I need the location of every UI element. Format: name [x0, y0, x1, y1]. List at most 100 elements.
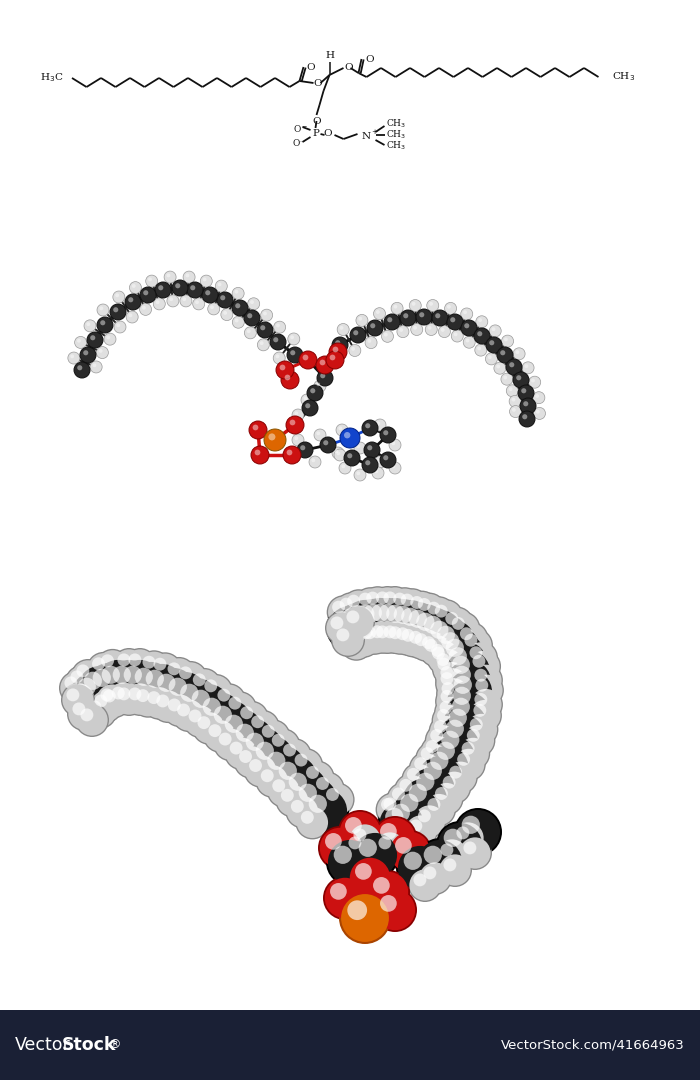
Circle shape: [384, 625, 396, 638]
Circle shape: [373, 816, 417, 860]
Circle shape: [80, 347, 96, 363]
Circle shape: [311, 771, 344, 806]
Circle shape: [219, 708, 263, 753]
Circle shape: [512, 408, 516, 411]
Circle shape: [234, 701, 269, 734]
Circle shape: [426, 642, 461, 675]
Circle shape: [392, 804, 410, 822]
Circle shape: [370, 323, 375, 328]
Circle shape: [332, 600, 345, 613]
Circle shape: [428, 715, 463, 748]
Circle shape: [76, 664, 124, 712]
Circle shape: [418, 840, 462, 885]
Circle shape: [127, 660, 175, 708]
Circle shape: [522, 362, 534, 374]
Circle shape: [105, 658, 153, 706]
Circle shape: [430, 752, 449, 770]
Circle shape: [150, 666, 197, 714]
Circle shape: [500, 350, 505, 355]
Circle shape: [345, 818, 362, 834]
Circle shape: [448, 612, 479, 644]
Text: CH$_3$: CH$_3$: [386, 139, 407, 152]
Circle shape: [193, 712, 225, 743]
Circle shape: [424, 846, 442, 864]
Circle shape: [203, 698, 221, 716]
Circle shape: [292, 434, 304, 446]
Circle shape: [164, 271, 176, 283]
Circle shape: [300, 760, 335, 795]
Circle shape: [386, 598, 434, 646]
Circle shape: [307, 384, 323, 401]
Circle shape: [316, 356, 334, 374]
Circle shape: [323, 876, 367, 920]
Circle shape: [358, 839, 377, 856]
Circle shape: [362, 588, 393, 619]
Circle shape: [400, 310, 416, 326]
Circle shape: [97, 685, 127, 716]
Circle shape: [431, 648, 465, 681]
Circle shape: [72, 672, 116, 716]
Circle shape: [287, 347, 303, 363]
Circle shape: [373, 598, 417, 643]
Circle shape: [410, 753, 442, 784]
Circle shape: [421, 635, 452, 666]
Circle shape: [142, 686, 176, 719]
Circle shape: [523, 401, 528, 406]
Circle shape: [453, 748, 484, 780]
Circle shape: [459, 837, 491, 868]
Circle shape: [400, 779, 412, 792]
Circle shape: [276, 361, 294, 379]
Circle shape: [509, 395, 521, 407]
Circle shape: [456, 623, 487, 654]
Circle shape: [363, 596, 412, 644]
Circle shape: [302, 354, 309, 361]
Circle shape: [401, 602, 449, 650]
Circle shape: [175, 283, 181, 288]
Circle shape: [378, 792, 412, 826]
Circle shape: [485, 353, 498, 365]
Circle shape: [299, 351, 317, 369]
Circle shape: [389, 438, 401, 451]
Circle shape: [436, 839, 468, 870]
Circle shape: [346, 624, 381, 658]
Circle shape: [467, 649, 501, 684]
Circle shape: [388, 599, 432, 644]
Circle shape: [363, 626, 376, 639]
Circle shape: [340, 597, 353, 610]
Circle shape: [343, 599, 387, 644]
Circle shape: [225, 715, 243, 733]
Circle shape: [506, 384, 518, 396]
Circle shape: [114, 321, 126, 333]
Circle shape: [292, 409, 304, 421]
Circle shape: [373, 831, 407, 865]
Circle shape: [475, 345, 486, 356]
Circle shape: [96, 660, 140, 704]
Circle shape: [246, 710, 280, 744]
Circle shape: [358, 598, 402, 643]
Circle shape: [174, 661, 208, 694]
Circle shape: [438, 631, 486, 679]
Circle shape: [410, 820, 422, 833]
Circle shape: [462, 742, 475, 755]
Circle shape: [354, 442, 366, 454]
Circle shape: [405, 815, 437, 847]
Circle shape: [385, 808, 403, 826]
Circle shape: [212, 684, 246, 717]
Circle shape: [424, 616, 442, 634]
Circle shape: [447, 660, 491, 704]
Circle shape: [139, 651, 169, 683]
Circle shape: [461, 630, 491, 661]
Circle shape: [341, 894, 389, 942]
Circle shape: [411, 324, 423, 336]
Circle shape: [140, 664, 184, 708]
Circle shape: [132, 284, 136, 288]
Circle shape: [377, 800, 426, 848]
Circle shape: [393, 606, 412, 624]
Circle shape: [206, 698, 254, 746]
Circle shape: [203, 719, 237, 753]
Circle shape: [339, 892, 391, 944]
Circle shape: [290, 336, 294, 339]
Circle shape: [77, 365, 83, 370]
Circle shape: [412, 804, 447, 838]
Circle shape: [464, 640, 498, 675]
